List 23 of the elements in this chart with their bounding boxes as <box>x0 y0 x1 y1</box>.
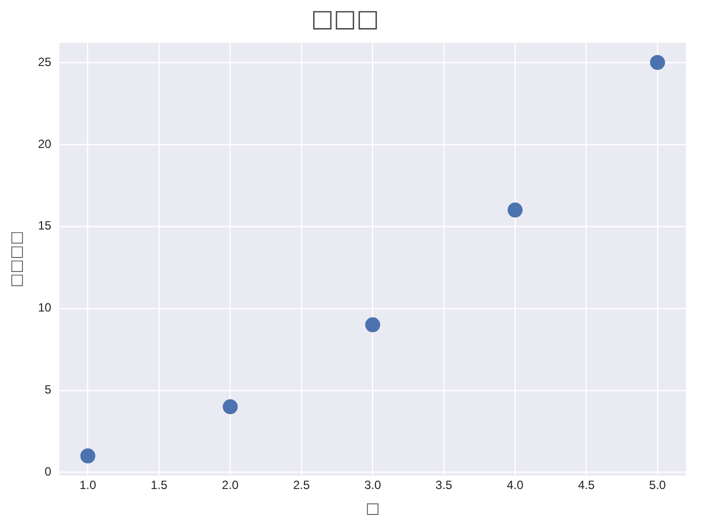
y-tick-label: 10 <box>38 300 52 315</box>
y-tick-label: 25 <box>38 54 52 69</box>
point <box>80 448 96 464</box>
point <box>365 317 380 332</box>
x-tick-label: 4.0 <box>506 478 524 492</box>
x-tick-label: 3.5 <box>436 478 453 492</box>
x-tick-label: 2.5 <box>293 478 310 492</box>
x-tick-label: 1.0 <box>79 478 96 492</box>
x-tick-label: 5.0 <box>649 478 666 492</box>
x-tick-label: 4.5 <box>578 478 595 492</box>
y-tick-label: 20 <box>38 136 52 151</box>
x-tick-label: 3.0 <box>364 478 382 492</box>
x-tick-label: 2.0 <box>222 478 239 492</box>
chart-title: □□□ <box>310 4 380 33</box>
point <box>222 399 238 414</box>
y-axis-title: □□□□ <box>6 230 25 288</box>
point <box>650 54 666 70</box>
y-tick-label: 15 <box>38 218 52 233</box>
y-tick-label: 0 <box>44 464 52 479</box>
x-axis-title: □ <box>366 498 380 517</box>
y-tick-label: 5 <box>44 382 52 397</box>
point <box>508 202 523 218</box>
x-tick-label: 1.5 <box>150 478 168 492</box>
